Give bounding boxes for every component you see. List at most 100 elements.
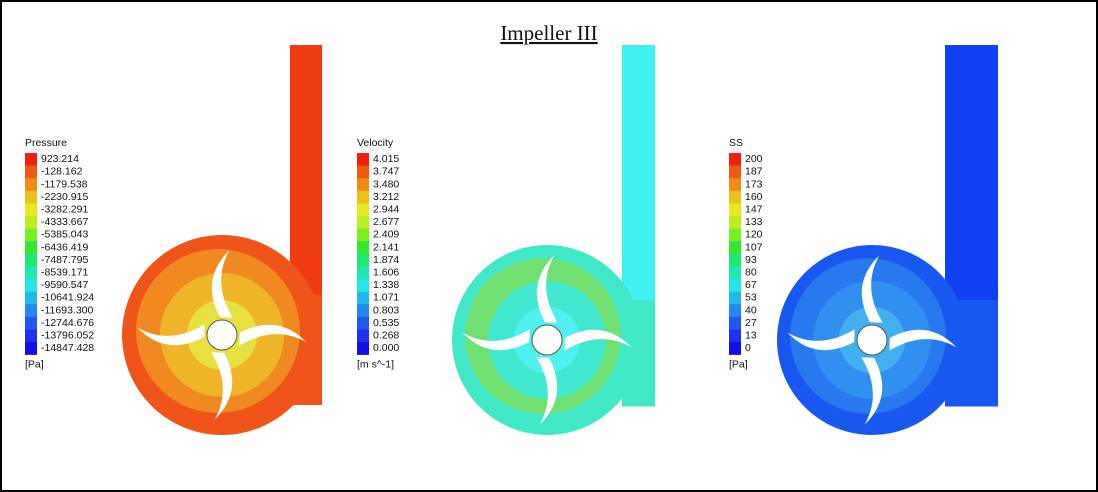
legend-swatch [729,254,741,267]
legend-swatch [729,266,741,279]
legend-label: 1.874 [373,254,399,266]
pipe-joint [945,300,998,407]
legend-label: 13 [745,329,757,341]
legend-label: 160 [745,191,763,203]
legend-swatch [357,304,369,317]
legend-label: 1.606 [373,266,399,278]
legend-swatch [357,292,369,305]
legend-swatch [357,153,369,166]
legend-swatch [729,229,741,242]
legend-swatch [729,191,741,204]
legend-swatch [729,342,741,355]
legend-label: 3.212 [373,191,399,203]
legend-label: -1179.538 [41,178,88,190]
legend-swatch [25,279,37,292]
legend-swatch [357,203,369,216]
legend-label: 923.214 [41,153,79,165]
legend-swatch [25,254,37,267]
legend-swatch [25,342,37,355]
legend-label: 0.535 [373,317,399,329]
legend-label: 107 [745,241,763,253]
legend-label: 4.015 [373,153,399,165]
legend-swatch [729,153,741,166]
legend-swatch [729,317,741,330]
legend-swatch [729,178,741,191]
legend-swatch [729,216,741,229]
legend-label: 187 [745,166,763,178]
legend-swatch [729,292,741,305]
figure: Impeller III Pressure 923.214-128.162-117… [0,0,1098,492]
legend-label: 133 [745,216,763,228]
legend-swatch [25,191,37,204]
legend-label: 0.000 [373,342,399,354]
legend-label: 0.803 [373,304,399,316]
legend-swatch [729,203,741,216]
legend-swatch [25,229,37,242]
legend-swatch [357,266,369,279]
legend-swatch [357,279,369,292]
legend-label: -3282.291 [41,203,88,215]
legend-swatch [357,191,369,204]
legend-swatch [25,304,37,317]
legend-label: 3.747 [373,166,399,178]
legend-label: -12744.676 [41,317,94,329]
legend-label: 67 [745,279,757,291]
legend-label: 2.944 [373,203,399,215]
legend-label: 2.141 [373,241,399,253]
legend-label: 2.677 [373,216,399,228]
legend-swatch [25,241,37,254]
legend-swatch [357,166,369,179]
legend-label: -7487.795 [41,254,88,266]
legend-label: 200 [745,153,763,165]
legend-label: 93 [745,254,757,266]
legend-swatch [729,329,741,342]
legend-label: -8539.171 [41,266,88,278]
legend-label: 2.409 [373,229,399,241]
legend-swatch [357,241,369,254]
legend-swatch [357,216,369,229]
legend-label: 27 [745,317,757,329]
legend-swatch [25,292,37,305]
legend-unit: [Pa] [729,358,748,370]
legend-label: 173 [745,178,763,190]
legend-swatch [25,153,37,166]
legend-unit: [m s^-1] [357,358,394,370]
legend-swatch [357,329,369,342]
legend-swatch [729,166,741,179]
legend-label: 80 [745,266,757,278]
legend-label: 53 [745,292,757,304]
hub [207,320,237,350]
legend-label: 0.268 [373,329,399,341]
legend-swatch [25,216,37,229]
legend-swatch [357,229,369,242]
legend-swatch [729,279,741,292]
legend-label: -11693.300 [41,304,94,316]
legend-label: 3.480 [373,178,399,190]
legend-unit: [Pa] [25,358,44,370]
legend-swatch [729,304,741,317]
legend-swatch [25,329,37,342]
hub [857,325,887,355]
legend-swatch [729,241,741,254]
legend-label: -5385.043 [41,229,88,241]
legend-label: -2230.915 [41,191,88,203]
legend-label: -6436.419 [41,241,88,253]
legend-swatch [25,203,37,216]
legend-swatch [25,317,37,330]
legend-title: Pressure [25,137,67,149]
legend-label: -128.162 [41,166,83,178]
legend-swatch [25,266,37,279]
legend-swatch [357,178,369,191]
legend-swatch [357,317,369,330]
legend-label: 40 [745,304,757,316]
figure-title: Impeller III [500,21,597,45]
legend-label: -10641.924 [41,292,94,304]
legend-swatch [357,342,369,355]
legend-label: -4333.667 [41,216,88,228]
legend-label: -13796.052 [41,329,94,341]
legend-title: Velocity [357,137,394,149]
legend-swatch [357,254,369,267]
legend-label: 147 [745,203,763,215]
legend-title: SS [729,137,743,149]
legend-label: 1.338 [373,279,399,291]
